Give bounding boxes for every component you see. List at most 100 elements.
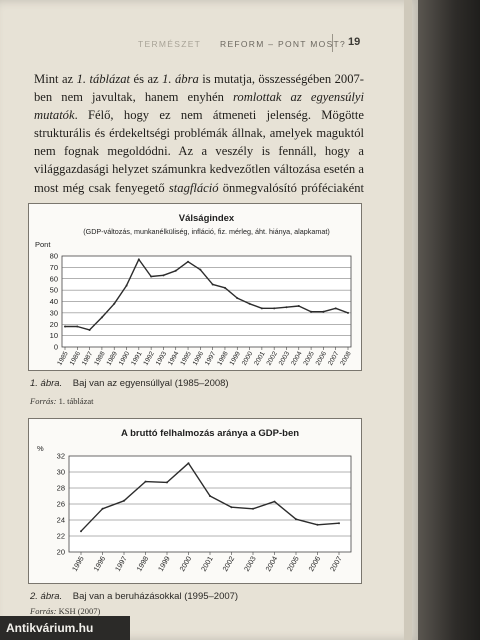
chart1-data-point — [64, 325, 66, 328]
chart2-data-point — [209, 495, 211, 497]
chart1-ytick-label: 50 — [50, 286, 58, 295]
chart1-data-point — [150, 275, 153, 278]
chart2-xtick-label: 1998 — [134, 555, 150, 573]
figure-2-source: Forrás: KSH (2007) — [30, 606, 100, 616]
chart1-xtick-label: 2002 — [266, 350, 280, 366]
chart1-xtick-label: 1986 — [69, 350, 83, 366]
figure-2-caption: 2. ábra. Baj van a beruházásokkal (1995–… — [30, 591, 238, 602]
page-number: 19 — [348, 36, 361, 48]
chart1-ytick-label: 10 — [50, 331, 58, 340]
chart2-xtick-label: 1999 — [156, 555, 172, 573]
chart1-data-point — [273, 307, 276, 310]
chart1-series-line — [65, 258, 349, 331]
chart1-ytick-label: 70 — [50, 263, 58, 272]
chart1-xtick-label: 1993 — [155, 350, 169, 366]
chart2-data-point — [187, 462, 190, 465]
chart1-data-point — [199, 268, 202, 271]
chart2-data-point — [230, 506, 233, 509]
chart2-ytick-label: 32 — [57, 452, 65, 461]
chart2-xtick-label: 2003 — [242, 555, 258, 573]
figure-1-number: 1. ábra. — [30, 378, 63, 389]
chart1-data-point — [162, 274, 165, 277]
chart2-xtick-label: 1997 — [113, 555, 129, 573]
chart-valsagindex: Válságindex (GDP-változás, munkanélkülisé… — [28, 203, 362, 371]
chart1-data-point — [347, 311, 349, 314]
chart1-data-point — [236, 297, 239, 300]
chart1-xtick-label: 1989 — [106, 350, 120, 366]
paragraph-text: Mint az 1. táblázat és az 1. ábra is mut… — [34, 72, 365, 216]
chart2-xtick-label: 2006 — [306, 555, 322, 573]
chart2-xtick-label: 2005 — [285, 555, 301, 573]
watermark-logo: Antikvárium.hu — [0, 616, 130, 640]
chart2-data-point — [144, 480, 147, 483]
figure-1-caption: 1. ábra. Baj van az egyensúllyal (1985–2… — [30, 378, 229, 389]
chart1-xtick-label: 1991 — [130, 350, 144, 366]
chart2-data-point — [166, 481, 168, 484]
chart2-ytick-label: 20 — [57, 548, 65, 557]
chart1-xtick-label: 1988 — [93, 350, 107, 366]
chart1-title: Válságindex — [179, 213, 235, 224]
chart1-ylabel: Pont — [35, 240, 51, 249]
chart1-data-point — [137, 258, 140, 261]
chart2-xtick-label: 1995 — [70, 555, 86, 573]
chart1-data-point — [88, 328, 91, 331]
chart1-xtick-label: 1987 — [81, 350, 95, 366]
figure-2-number: 2. ábra. — [30, 591, 63, 602]
chart1-xtick-label: 2008 — [339, 350, 353, 366]
chart2-xtick-label: 2007 — [328, 555, 344, 573]
chart2-ytick-label: 24 — [57, 516, 65, 525]
chart2-xtick-label: 2001 — [199, 555, 215, 573]
chart1-xtick-label: 2006 — [315, 350, 329, 366]
chart1-xtick-label: 2000 — [241, 350, 255, 366]
chart1-data-point — [248, 302, 251, 305]
chart1-data-point — [285, 306, 288, 309]
chart1-data-point — [187, 260, 190, 263]
chart2-data-point — [273, 500, 276, 503]
figure-2-source-text: KSH (2007) — [58, 606, 101, 616]
chart2-data-point — [80, 530, 82, 533]
chart2-xtick-label: 2000 — [177, 555, 193, 573]
chart1-data-point — [223, 286, 226, 289]
chart1-xtick-label: 2007 — [327, 350, 341, 366]
chart2-ylabel: % — [37, 444, 44, 453]
chart2-data-point — [101, 507, 104, 510]
chart1-data-point — [125, 284, 128, 287]
chart-brutto-felhalmozas-svg: A bruttó felhalmozás aránya a GDP-ben% 20… — [37, 428, 352, 573]
chart1-subtitle: (GDP-változás, munkanélküliség, infláció… — [83, 227, 329, 236]
chart1-data-point — [100, 316, 103, 319]
chart1-data-point — [334, 307, 337, 310]
chart2-data-point — [252, 507, 254, 510]
chart1-data-point — [211, 283, 214, 286]
chart2-data-point — [316, 523, 319, 526]
chart1-xtick-label: 1995 — [179, 350, 193, 366]
figure-1-source-label: Forrás: — [30, 396, 57, 406]
chart-valsagindex-svg: Válságindex (GDP-változás, munkanélkülisé… — [35, 213, 353, 367]
chart2-data-point — [338, 522, 340, 525]
chart1-xtick-label: 2001 — [253, 350, 267, 366]
chart2-ytick-label: 22 — [57, 532, 65, 541]
page-edge — [404, 0, 412, 640]
chart2-ytick-label: 26 — [57, 500, 65, 509]
header-title: REFORM – PONT MOST? — [220, 39, 347, 49]
chart1-data-point — [113, 302, 116, 305]
figure-1-source-text: 1. táblázat — [58, 396, 94, 406]
figure-1-source: Forrás: 1. táblázat — [30, 396, 94, 406]
chart1-ytick-label: 80 — [50, 252, 58, 261]
chart1-xtick-label: 2003 — [278, 350, 292, 366]
chart1-data-point — [310, 310, 313, 313]
chart2-ytick-label: 28 — [57, 484, 65, 493]
chart1-data-point — [322, 310, 325, 313]
chart-brutto-felhalmozas: A bruttó felhalmozás aránya a GDP-ben% 20… — [28, 418, 362, 584]
header-divider — [332, 34, 333, 52]
chart2-title: A bruttó felhalmozás aránya a GDP-ben — [121, 428, 299, 439]
chart1-xtick-label: 1992 — [142, 350, 156, 366]
chart1-xtick-label: 1999 — [229, 350, 243, 366]
chart1-xtick-label: 1996 — [192, 350, 206, 366]
book-page: TERMÉSZET REFORM – PONT MOST? 19 Mint az… — [0, 0, 418, 640]
chart2-ytick-label: 30 — [57, 468, 65, 477]
chart1-data-point — [297, 305, 300, 308]
chart1-data-point — [174, 269, 177, 272]
chart1-xtick-label: 1997 — [204, 350, 218, 366]
body-paragraph: Mint az 1. táblázat és az 1. ábra is mut… — [34, 70, 364, 218]
chart2-xtick-label: 1996 — [91, 555, 107, 573]
